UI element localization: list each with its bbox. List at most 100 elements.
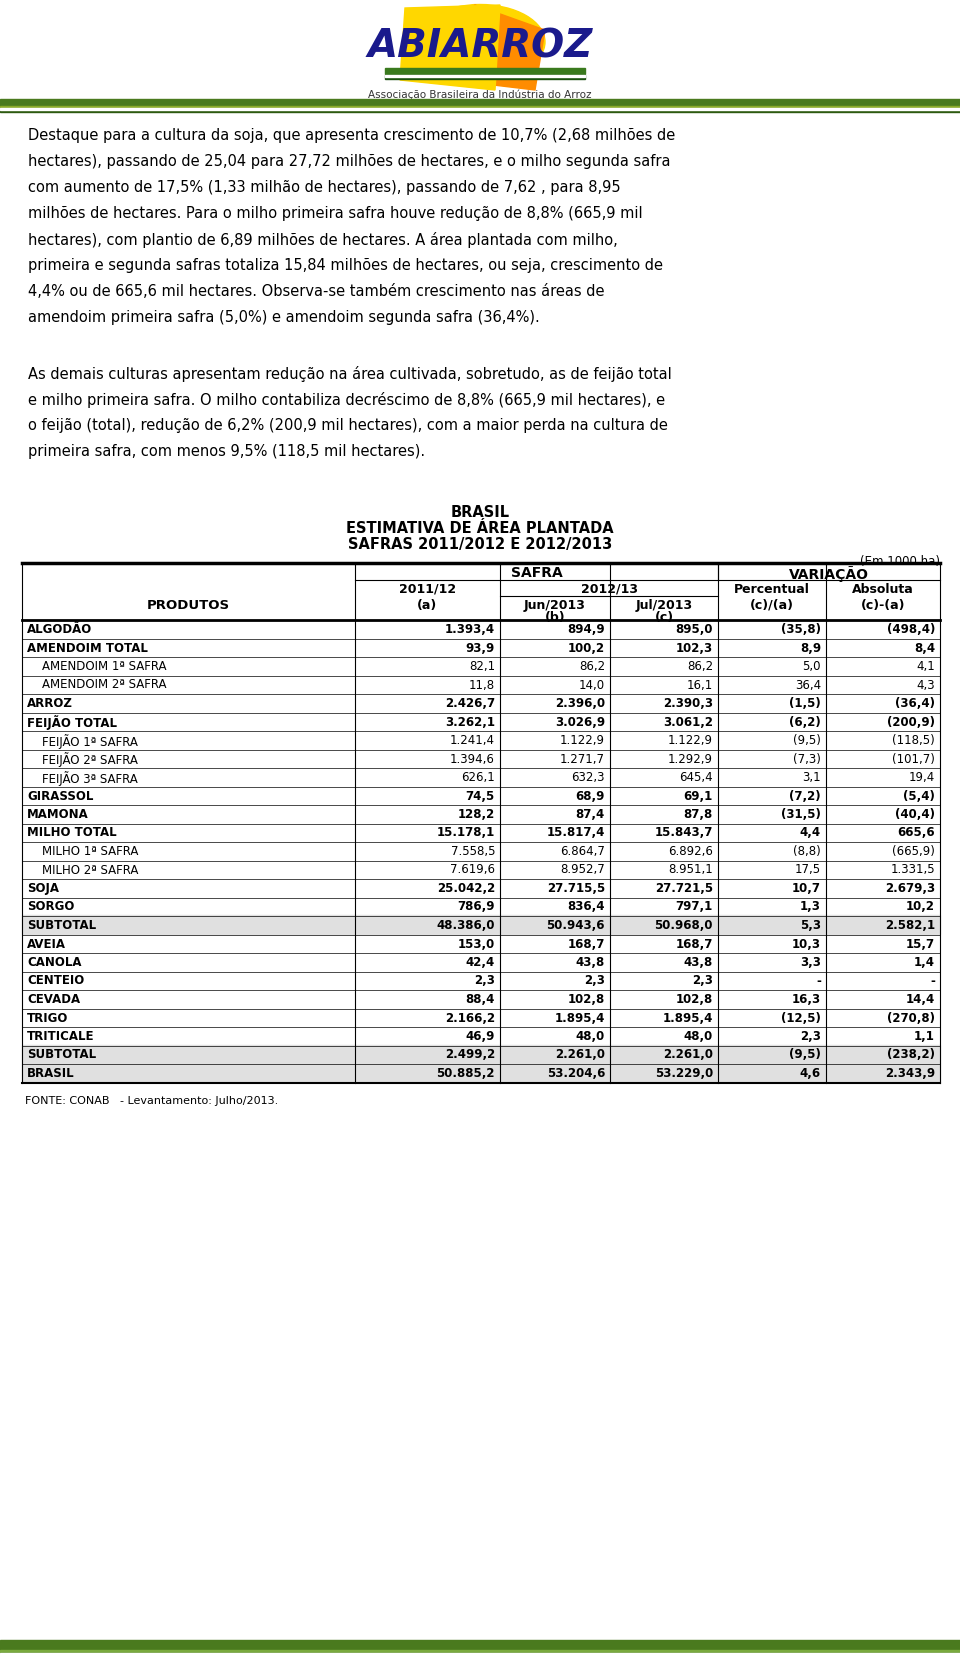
- Text: 626,1: 626,1: [461, 771, 495, 784]
- Text: 19,4: 19,4: [909, 771, 935, 784]
- Text: 15.178,1: 15.178,1: [437, 826, 495, 839]
- Text: (36,4): (36,4): [895, 697, 935, 710]
- Text: BRASIL: BRASIL: [27, 1067, 75, 1081]
- Text: -: -: [816, 975, 821, 988]
- Text: 14,0: 14,0: [579, 679, 605, 692]
- Text: As demais culturas apresentam redução na área cultivada, sobretudo, as de feijão: As demais culturas apresentam redução na…: [28, 366, 672, 382]
- Bar: [0, 1640, 960, 1650]
- Text: AMENDOIM 1ª SAFRA: AMENDOIM 1ª SAFRA: [27, 660, 166, 674]
- Text: (9,5): (9,5): [793, 735, 821, 746]
- Text: Associação Brasileira da Indústria do Arroz: Associação Brasileira da Indústria do Ar…: [369, 89, 591, 101]
- Text: (c)/(a): (c)/(a): [750, 599, 794, 612]
- Text: 665,6: 665,6: [898, 826, 935, 839]
- Bar: [0, 1653, 960, 1655]
- Text: FEIJÃO 2ª SAFRA: FEIJÃO 2ª SAFRA: [27, 753, 138, 768]
- Text: 14,4: 14,4: [905, 993, 935, 1006]
- Text: 50.968,0: 50.968,0: [655, 919, 713, 932]
- Text: 1.292,9: 1.292,9: [668, 753, 713, 766]
- Text: 10,3: 10,3: [792, 937, 821, 950]
- Text: 5,3: 5,3: [800, 919, 821, 932]
- Text: 894,9: 894,9: [567, 622, 605, 636]
- Bar: [385, 74, 585, 78]
- Text: 46,9: 46,9: [466, 1029, 495, 1043]
- Text: 2,3: 2,3: [800, 1029, 821, 1043]
- Text: 4,1: 4,1: [916, 660, 935, 674]
- Text: 27.721,5: 27.721,5: [655, 882, 713, 895]
- Text: 645,4: 645,4: [680, 771, 713, 784]
- Text: FEIJÃO 3ª SAFRA: FEIJÃO 3ª SAFRA: [27, 771, 137, 786]
- Text: 2.261,0: 2.261,0: [663, 1049, 713, 1061]
- Text: GIRASSOL: GIRASSOL: [27, 789, 93, 803]
- Text: 82,1: 82,1: [468, 660, 495, 674]
- Bar: [0, 1650, 960, 1653]
- Text: FEIJÃO TOTAL: FEIJÃO TOTAL: [27, 715, 117, 730]
- Text: 48,0: 48,0: [576, 1029, 605, 1043]
- Text: 1,1: 1,1: [914, 1029, 935, 1043]
- Text: 87,4: 87,4: [576, 808, 605, 821]
- Text: SAFRAS 2011/2012 E 2012/2013: SAFRAS 2011/2012 E 2012/2013: [348, 536, 612, 553]
- Text: FEIJÃO 1ª SAFRA: FEIJÃO 1ª SAFRA: [27, 735, 138, 750]
- Text: (b): (b): [544, 611, 565, 624]
- Text: SORGO: SORGO: [27, 900, 74, 914]
- Text: Jul/2013: Jul/2013: [636, 599, 692, 612]
- Text: 1.122,9: 1.122,9: [560, 735, 605, 746]
- Text: (1,5): (1,5): [789, 697, 821, 710]
- Text: 68,9: 68,9: [576, 789, 605, 803]
- Text: (6,2): (6,2): [789, 715, 821, 728]
- Text: 93,9: 93,9: [466, 642, 495, 654]
- Bar: [385, 74, 585, 79]
- Text: AVEIA: AVEIA: [27, 937, 66, 950]
- Text: 2.499,2: 2.499,2: [444, 1049, 495, 1061]
- Text: Percentual: Percentual: [734, 583, 810, 596]
- Text: -: -: [930, 975, 935, 988]
- Text: 8.951,1: 8.951,1: [668, 864, 713, 877]
- Text: (9,5): (9,5): [789, 1049, 821, 1061]
- Text: 86,2: 86,2: [686, 660, 713, 674]
- Text: 53.204,6: 53.204,6: [546, 1067, 605, 1081]
- Bar: [385, 68, 585, 74]
- Text: 632,3: 632,3: [571, 771, 605, 784]
- Text: 69,1: 69,1: [684, 789, 713, 803]
- Text: AMENDOIM 2ª SAFRA: AMENDOIM 2ª SAFRA: [27, 679, 166, 692]
- Text: 53.229,0: 53.229,0: [655, 1067, 713, 1081]
- Text: ABIARROZ: ABIARROZ: [368, 28, 592, 66]
- Text: 6.864,7: 6.864,7: [560, 846, 605, 857]
- Text: 786,9: 786,9: [458, 900, 495, 914]
- Text: SAFRA: SAFRA: [511, 566, 563, 579]
- Text: 2012/13: 2012/13: [581, 583, 637, 596]
- Text: 7.619,6: 7.619,6: [450, 864, 495, 877]
- Text: (498,4): (498,4): [887, 622, 935, 636]
- Text: 15,7: 15,7: [906, 937, 935, 950]
- Text: ALGODÃO: ALGODÃO: [27, 622, 92, 636]
- Text: 48,0: 48,0: [684, 1029, 713, 1043]
- Polygon shape: [400, 5, 500, 89]
- Text: primeira e segunda safras totaliza 15,84 milhões de hectares, ou seja, crescimen: primeira e segunda safras totaliza 15,84…: [28, 258, 663, 273]
- Text: amendoim primeira safra (5,0%) e amendoim segunda safra (36,4%).: amendoim primeira safra (5,0%) e amendoi…: [28, 309, 540, 324]
- Text: (a): (a): [418, 599, 438, 612]
- Text: PRODUTOS: PRODUTOS: [147, 599, 230, 612]
- Text: MILHO TOTAL: MILHO TOTAL: [27, 826, 116, 839]
- Text: (5,4): (5,4): [903, 789, 935, 803]
- Text: 1.394,6: 1.394,6: [450, 753, 495, 766]
- Text: 2.261,0: 2.261,0: [555, 1049, 605, 1061]
- Text: 797,1: 797,1: [676, 900, 713, 914]
- Text: 25.042,2: 25.042,2: [437, 882, 495, 895]
- Text: 50.943,6: 50.943,6: [546, 919, 605, 932]
- Text: 1,3: 1,3: [800, 900, 821, 914]
- Text: 2011/12: 2011/12: [399, 583, 456, 596]
- Text: 7.558,5: 7.558,5: [450, 846, 495, 857]
- Text: SUBTOTAL: SUBTOTAL: [27, 1049, 96, 1061]
- Text: 4,3: 4,3: [917, 679, 935, 692]
- Text: 15.817,4: 15.817,4: [546, 826, 605, 839]
- Text: MILHO 1ª SAFRA: MILHO 1ª SAFRA: [27, 846, 138, 857]
- Text: (7,3): (7,3): [793, 753, 821, 766]
- Text: primeira safra, com menos 9,5% (118,5 mil hectares).: primeira safra, com menos 9,5% (118,5 mi…: [28, 444, 425, 458]
- Text: Destaque para a cultura da soja, que apresenta crescimento de 10,7% (2,68 milhõe: Destaque para a cultura da soja, que apr…: [28, 127, 675, 142]
- Text: 2.166,2: 2.166,2: [444, 1011, 495, 1024]
- Text: 1.895,4: 1.895,4: [555, 1011, 605, 1024]
- Text: 8.952,7: 8.952,7: [561, 864, 605, 877]
- Text: 128,2: 128,2: [458, 808, 495, 821]
- Text: 3.262,1: 3.262,1: [445, 715, 495, 728]
- Text: 10,2: 10,2: [906, 900, 935, 914]
- Text: (270,8): (270,8): [887, 1011, 935, 1024]
